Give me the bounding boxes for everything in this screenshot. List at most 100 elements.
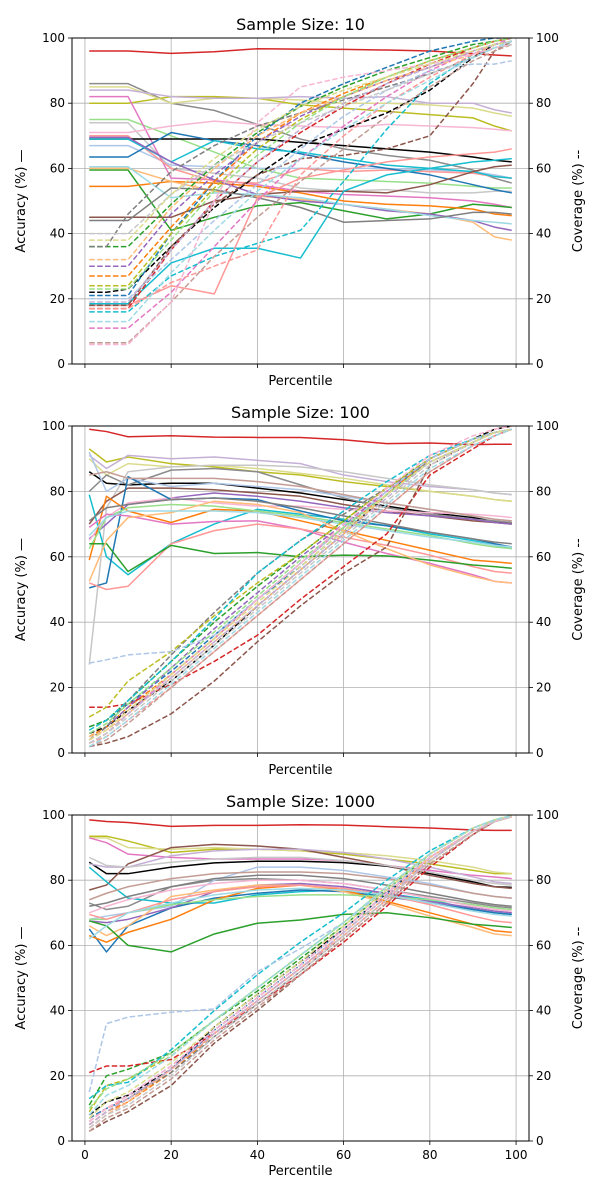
y-tick-label-right: 60 xyxy=(536,550,551,564)
accuracy-series-line-3 xyxy=(88,458,512,502)
coverage-series-line-20 xyxy=(89,40,513,323)
y-tick-label-left: 0 xyxy=(57,357,65,371)
y-axis-label-right: Coverage (%) -- xyxy=(571,149,586,252)
y-tick-label-right: 80 xyxy=(536,96,551,110)
coverage-series-line-11 xyxy=(89,60,512,300)
accuracy-series-line-20 xyxy=(88,871,512,901)
y-tick-label-right: 0 xyxy=(536,1134,544,1148)
coverage-series-line-15 xyxy=(88,428,512,744)
y-tick-label-right: 20 xyxy=(536,681,551,695)
accuracy-series-line-15 xyxy=(89,912,512,953)
coverage-series-line-6 xyxy=(89,428,512,748)
y-axis-label-left: Accuracy (%) — xyxy=(14,538,29,641)
accuracy-series-line-10 xyxy=(88,497,512,541)
chart-title: Sample Size: 1000 xyxy=(226,792,375,811)
accuracy-series-line-21 xyxy=(89,471,512,522)
series-group xyxy=(88,426,513,748)
accuracy-series-line-1 xyxy=(89,82,512,184)
y-tick-label-left: 80 xyxy=(50,484,65,498)
x-axis-label: Percentile xyxy=(268,763,332,778)
accuracy-series-line-3 xyxy=(89,86,512,117)
chart-title: Sample Size: 100 xyxy=(231,403,370,422)
y-tick-label-right: 20 xyxy=(536,1069,551,1083)
accuracy-series-line-18 xyxy=(88,879,512,914)
y-tick-label-left: 60 xyxy=(50,938,65,952)
accuracy-series-line-12 xyxy=(89,131,512,194)
y-tick-label-right: 80 xyxy=(536,873,551,887)
y-tick-label-left: 100 xyxy=(42,419,65,433)
chart-panel-1: 0 0 20 20 40 40 60 60 80 80 100 100 Sample Size: 100… xyxy=(14,403,586,778)
accuracy-series-line-7 xyxy=(88,487,512,525)
coverage-series-line-16 xyxy=(88,815,512,1132)
coverage-series-line-20 xyxy=(88,815,512,1116)
coverage-series-line-18 xyxy=(88,428,512,744)
accuracy-series-line-4 xyxy=(89,89,512,114)
series-group xyxy=(88,815,512,1132)
accuracy-series-line-10 xyxy=(89,120,512,134)
coverage-series-line-14 xyxy=(89,40,512,310)
y-tick-label-left: 0 xyxy=(57,746,65,760)
accuracy-series-line-4 xyxy=(88,860,512,889)
coverage-series-line-16 xyxy=(89,43,513,344)
y-tick-label-left: 80 xyxy=(50,96,65,110)
y-tick-label-left: 60 xyxy=(50,161,65,175)
accuracy-series-line-16 xyxy=(88,523,512,591)
accuracy-series-line-11 xyxy=(88,494,512,576)
y-tick-label-right: 60 xyxy=(536,938,551,952)
accuracy-series-line-2 xyxy=(89,837,512,875)
y-tick-label-left: 20 xyxy=(50,1069,65,1083)
coverage-series-line-4 xyxy=(89,38,512,310)
coverage-series-line-19 xyxy=(89,40,512,241)
chart-panel-2: 0 20 40 60 80 100 0 0 20 20 40 40 60 60 80 80 100 100 Samp… xyxy=(14,792,586,1179)
y-tick-label-right: 0 xyxy=(536,357,544,371)
y-axis-label-left: Accuracy (%) — xyxy=(14,149,29,252)
accuracy-series-line-14 xyxy=(88,503,512,550)
y-tick-label-left: 0 xyxy=(57,1134,65,1148)
accuracy-series-line-7 xyxy=(88,856,512,886)
accuracy-series-line-21 xyxy=(89,874,512,908)
accuracy-series-line-22 xyxy=(89,148,512,307)
accuracy-series-line-12 xyxy=(89,882,512,924)
x-tick-label: 60 xyxy=(336,1148,351,1162)
coverage-series-line-11 xyxy=(89,428,512,664)
coverage-series-line-5 xyxy=(88,428,512,741)
accuracy-series-line-2 xyxy=(89,95,512,132)
accuracy-series-line-14 xyxy=(89,169,512,232)
accuracy-series-line-18 xyxy=(89,164,512,219)
coverage-series-line-10 xyxy=(89,40,512,313)
y-tick-label-left: 40 xyxy=(50,615,65,629)
y-tick-label-left: 100 xyxy=(42,31,65,45)
accuracy-series-line-14 xyxy=(88,884,512,937)
y-tick-label-left: 40 xyxy=(50,1004,65,1018)
coverage-series-line-17 xyxy=(88,815,512,1123)
coverage-series-line-10 xyxy=(88,815,512,1100)
chart-panel-0: 0 0 20 20 40 40 60 60 80 80 100 100 Sample Size: 10 P… xyxy=(14,15,586,389)
accuracy-series-line-3 xyxy=(89,837,512,880)
y-tick-label-right: 100 xyxy=(536,808,559,822)
y-tick-label-right: 100 xyxy=(536,31,559,45)
x-tick-label: 80 xyxy=(422,1148,437,1162)
coverage-series-line-17 xyxy=(89,43,512,346)
coverage-series-line-14 xyxy=(88,428,513,744)
accuracy-series-line-19 xyxy=(88,510,512,548)
x-tick-label: 20 xyxy=(164,1148,179,1162)
y-tick-label-left: 20 xyxy=(50,292,65,306)
y-tick-label-left: 40 xyxy=(50,227,65,241)
x-tick-label: 40 xyxy=(250,1148,265,1162)
series-group xyxy=(89,38,513,346)
accuracy-series-line-9 xyxy=(89,135,512,184)
accuracy-series-line-21 xyxy=(89,157,512,305)
accuracy-series-line-15 xyxy=(89,180,512,217)
chart-title: Sample Size: 10 xyxy=(236,15,365,34)
coverage-series-line-19 xyxy=(88,428,512,741)
y-tick-label-left: 80 xyxy=(50,873,65,887)
y-tick-label-left: 20 xyxy=(50,681,65,695)
coverage-series-line-0 xyxy=(89,40,512,294)
y-axis-label-right: Coverage (%) -- xyxy=(571,926,586,1029)
accuracy-series-line-18 xyxy=(88,500,512,584)
coverage-series-line-4 xyxy=(89,428,513,708)
accuracy-series-line-19 xyxy=(89,166,512,225)
y-tick-label-right: 80 xyxy=(536,484,551,498)
y-tick-label-right: 20 xyxy=(536,292,551,306)
